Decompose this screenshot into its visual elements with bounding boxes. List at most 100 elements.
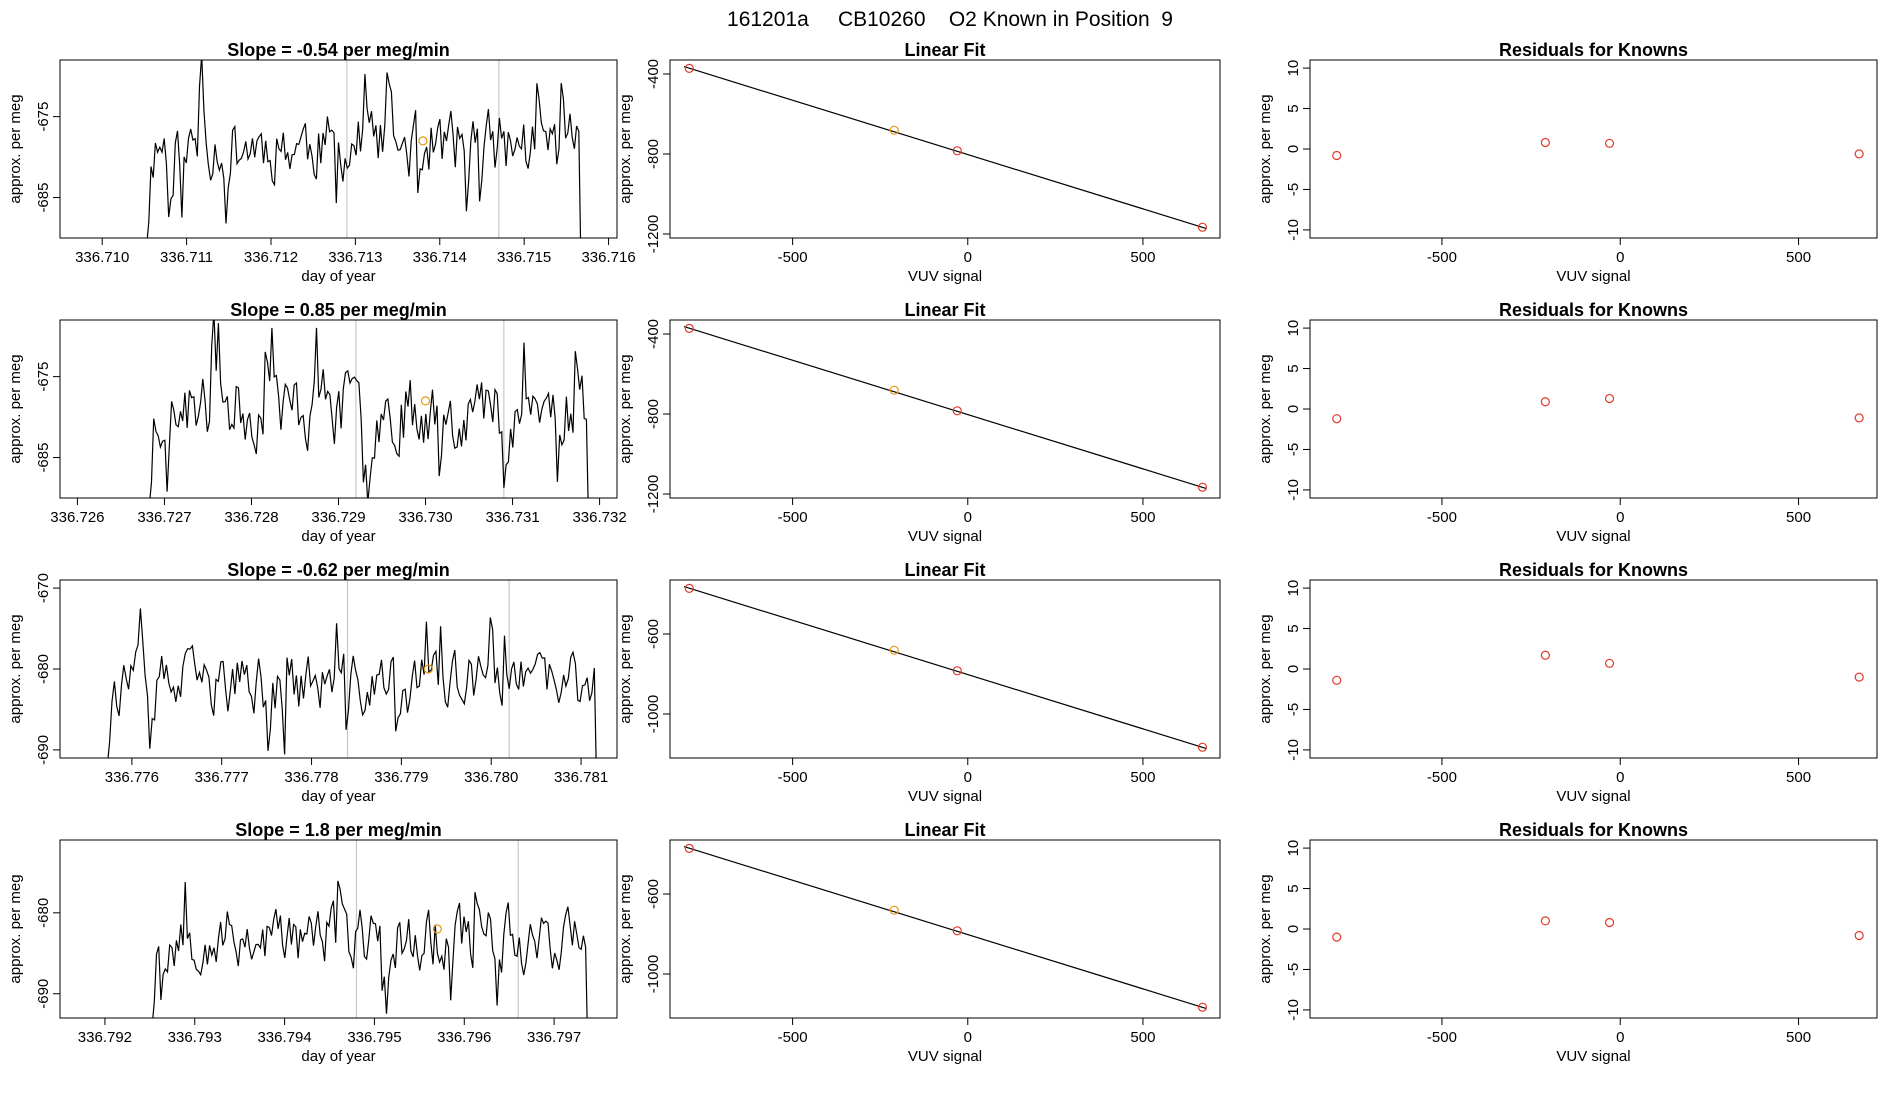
x-axis-label: day of year — [301, 1048, 375, 1065]
data-point — [1197, 222, 1208, 232]
y-tick-label: -600 — [645, 879, 662, 909]
panel-timeseries-row3: Slope = -0.62 per meg/min 336.776 336.777 3… — [7, 560, 618, 805]
x-tick-label: -500 — [778, 509, 808, 526]
x-tick-label: 336.779 — [374, 769, 428, 786]
series-line — [149, 320, 589, 498]
x-tick-label: 500 — [1130, 509, 1155, 526]
plot-area — [1332, 916, 1864, 942]
x-tick-label: 500 — [1130, 1029, 1155, 1046]
y-axis-label: approx. per meg — [617, 614, 634, 723]
x-axis-label: day of year — [301, 268, 375, 285]
panel-title: Slope = 0.85 per meg/min — [230, 300, 447, 320]
x-tick-label: 336.777 — [195, 769, 249, 786]
plot-area — [683, 843, 1208, 1012]
y-tick-label: -800 — [645, 139, 662, 169]
x-tick-label: 336.714 — [413, 249, 467, 266]
x-tick-label: 0 — [964, 769, 972, 786]
y-tick-label: -400 — [645, 59, 662, 89]
y-tick-label: -1000 — [645, 695, 662, 733]
panel-title: Slope = 1.8 per meg/min — [235, 820, 442, 840]
y-tick-label: 5 — [1285, 624, 1302, 632]
panel-title: Slope = -0.54 per meg/min — [227, 40, 450, 60]
y-tick-label: 0 — [1285, 925, 1302, 933]
plot-area — [683, 63, 1208, 232]
y-axis-label: approx. per meg — [7, 354, 24, 463]
y-tick-label: -680 — [35, 654, 52, 684]
panel-resid-row3: Residuals for Knowns -500 0 500 -10 -5 0 5 10 VUV… — [1257, 560, 1878, 805]
plot-frame — [1309, 579, 1878, 759]
plot-area — [149, 320, 589, 498]
x-tick-label: 0 — [1616, 769, 1624, 786]
highlight-point — [423, 664, 433, 674]
y-tick-label: -400 — [645, 319, 662, 349]
panel-title: Residuals for Knowns — [1499, 820, 1688, 840]
data-point — [1854, 413, 1864, 423]
data-point — [952, 146, 962, 156]
x-tick-label: 336.732 — [572, 509, 626, 526]
highlight-point — [420, 396, 431, 406]
y-tick-label: 10 — [1285, 580, 1302, 597]
plot-area — [1332, 137, 1864, 161]
y-axis-label: approx. per meg — [7, 94, 24, 203]
plot-frame — [669, 59, 1221, 239]
page-title: 161201a CB10260 O2 Known in Position 9 — [727, 8, 1173, 31]
data-point — [1604, 393, 1615, 404]
highlight-point — [889, 645, 899, 655]
x-tick-label: -500 — [778, 1029, 808, 1046]
y-axis-label: approx. per meg — [617, 354, 634, 463]
x-tick-label: -500 — [1427, 249, 1457, 266]
data-point — [684, 63, 694, 74]
plot-frame — [669, 319, 1221, 499]
y-tick-label: -685 — [35, 183, 52, 213]
y-tick-label: -675 — [35, 362, 52, 392]
plot-frame — [59, 319, 618, 499]
data-point — [1197, 1002, 1208, 1012]
y-tick-label: -1000 — [645, 955, 662, 993]
x-tick-label: -500 — [778, 769, 808, 786]
y-tick-label: -690 — [35, 979, 52, 1009]
data-point — [1197, 482, 1208, 492]
data-point — [1540, 650, 1550, 660]
plot-area — [107, 580, 597, 758]
highlight-point — [889, 905, 899, 915]
x-tick-label: 0 — [1616, 1029, 1624, 1046]
x-tick-label: 0 — [1616, 249, 1624, 266]
fit-line — [683, 586, 1207, 749]
x-axis-label: VUV signal — [1556, 788, 1630, 805]
y-tick-label: -5 — [1285, 443, 1302, 456]
x-axis-label: VUV signal — [908, 788, 982, 805]
x-tick-label: 336.730 — [398, 509, 452, 526]
y-axis-label: approx. per meg — [1257, 354, 1274, 463]
x-tick-label: 336.731 — [485, 509, 539, 526]
panel-fit-row2: Linear Fit -500 0 500 -1200 -800 -400 VUV signa… — [617, 300, 1221, 545]
y-tick-label: 10 — [1285, 840, 1302, 857]
x-tick-label: 336.729 — [311, 509, 365, 526]
panel-title: Linear Fit — [904, 560, 985, 580]
data-point — [684, 583, 694, 594]
data-point — [684, 843, 694, 854]
x-axis-label: day of year — [301, 788, 375, 805]
y-tick-label: -680 — [35, 898, 52, 928]
data-point — [1332, 675, 1342, 685]
data-point — [1540, 137, 1550, 148]
highlight-point — [889, 385, 899, 395]
x-tick-label: 336.797 — [527, 1029, 581, 1046]
y-tick-label: -675 — [35, 102, 52, 132]
y-tick-label: 5 — [1285, 364, 1302, 372]
data-point — [1854, 930, 1864, 941]
x-tick-label: 336.795 — [347, 1029, 401, 1046]
y-tick-label: 5 — [1285, 884, 1302, 892]
series-line — [152, 880, 588, 1018]
y-tick-label: 0 — [1285, 405, 1302, 413]
plot-area — [683, 323, 1208, 492]
panel-title: Slope = -0.62 per meg/min — [227, 560, 450, 580]
y-tick-label: 10 — [1285, 60, 1302, 77]
data-point — [684, 323, 694, 333]
x-tick-label: 336.792 — [78, 1029, 132, 1046]
y-tick-label: -1200 — [645, 215, 662, 253]
x-tick-label: 336.727 — [137, 509, 191, 526]
data-point — [1332, 414, 1342, 424]
panel-title: Residuals for Knowns — [1499, 40, 1688, 60]
y-tick-label: -1200 — [645, 475, 662, 513]
y-tick-label: 10 — [1285, 320, 1302, 337]
